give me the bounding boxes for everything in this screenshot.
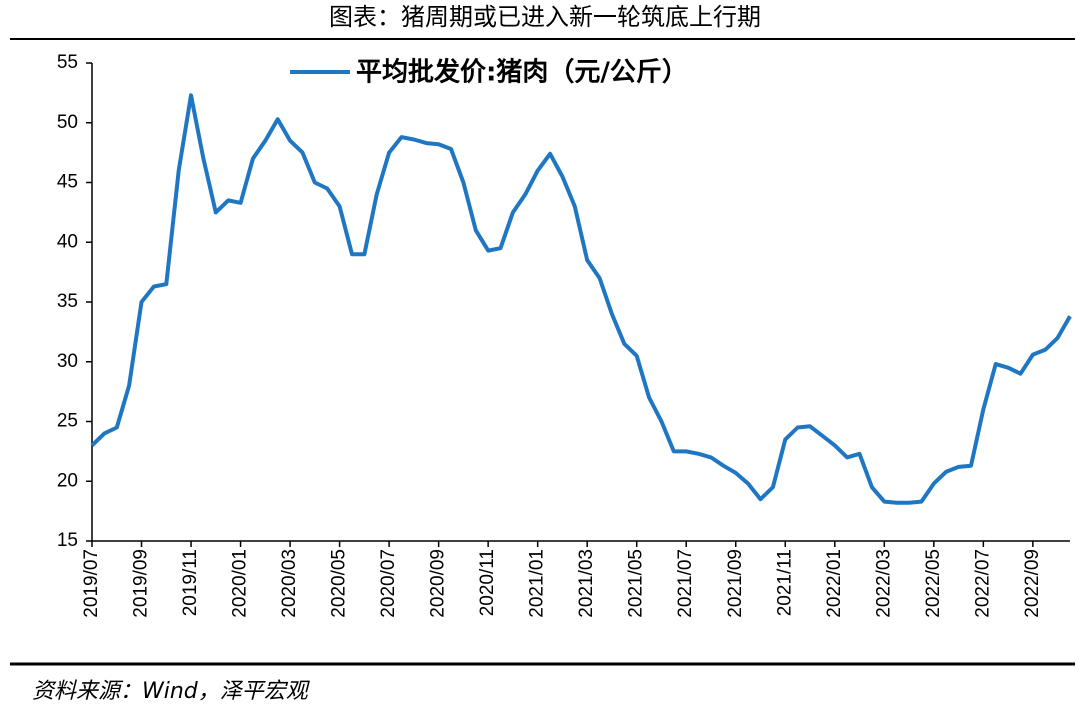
x-tick-label: 2022/03 <box>873 549 894 618</box>
x-tick-label: 2022/01 <box>824 549 845 618</box>
x-tick-label: 2020/07 <box>378 549 399 618</box>
source: 资料来源：Wind，泽平宏观 <box>32 679 311 704</box>
y-tick-label: 35 <box>57 291 78 312</box>
x-tick-label: 2020/05 <box>329 549 350 618</box>
y-tick-label: 20 <box>57 470 78 491</box>
x-tick-label: 2021/01 <box>527 549 548 618</box>
chart-title: 图表：猪周期或已进入新一轮筑底上行期 <box>329 3 761 31</box>
x-tick-label: 2019/09 <box>131 549 152 618</box>
x-tick-label: 2019/11 <box>180 549 201 616</box>
y-tick-label: 40 <box>57 231 78 252</box>
y-tick-label: 55 <box>57 52 78 73</box>
x-tick-label: 2021/11 <box>774 549 795 616</box>
x-tick-label: 2020/11 <box>477 549 498 616</box>
x-tick-label: 2022/07 <box>972 549 993 618</box>
y-tick-label: 45 <box>57 172 78 193</box>
x-tick-label: 2020/03 <box>279 549 300 618</box>
x-tick-label: 2021/05 <box>626 549 647 618</box>
legend-label: 平均批发价:猪肉（元/公斤） <box>356 57 688 88</box>
y-tick-label: 50 <box>57 112 78 133</box>
y-tick-label: 30 <box>57 351 78 372</box>
y-tick-label: 15 <box>57 530 78 551</box>
x-tick-label: 2020/09 <box>428 549 449 618</box>
x-tick-label: 2022/09 <box>1022 549 1043 618</box>
x-tick-label: 2020/01 <box>230 549 251 618</box>
x-tick-label: 2021/07 <box>675 549 696 618</box>
x-tick-label: 2022/05 <box>923 549 944 618</box>
x-tick-label: 2021/03 <box>576 549 597 618</box>
line <box>90 93 1072 505</box>
x-tick-label: 2019/07 <box>81 549 102 618</box>
x-tick-label: 2021/09 <box>725 549 746 618</box>
y-tick-label: 25 <box>57 411 78 432</box>
